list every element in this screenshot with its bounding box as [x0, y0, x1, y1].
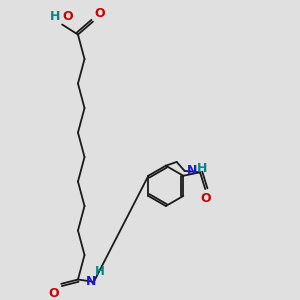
Text: H: H — [197, 162, 207, 175]
Text: O: O — [200, 193, 211, 206]
Text: O: O — [63, 10, 73, 23]
Text: N: N — [86, 275, 97, 288]
Text: O: O — [48, 287, 59, 300]
Text: H: H — [94, 266, 104, 278]
Text: O: O — [94, 7, 105, 20]
Text: H: H — [50, 10, 60, 23]
Text: N: N — [187, 164, 197, 177]
